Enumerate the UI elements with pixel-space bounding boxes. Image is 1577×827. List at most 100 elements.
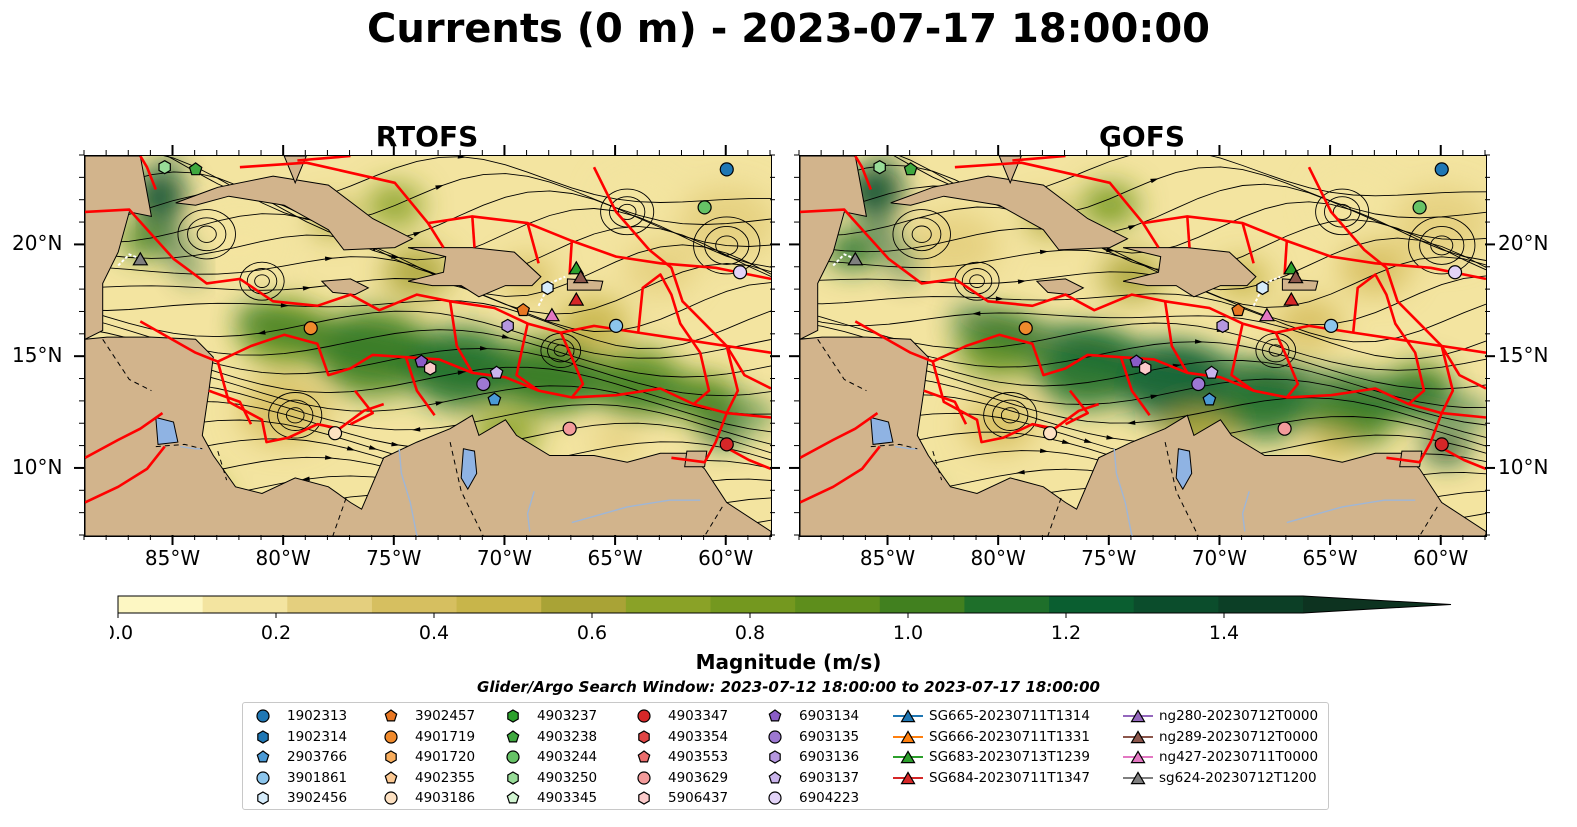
colorbar-tick-label: 0.0 bbox=[110, 622, 133, 644]
legend-label: 4903238 bbox=[537, 728, 598, 745]
argo-float-3902456 bbox=[541, 280, 554, 296]
argo-float-6903134 bbox=[1129, 354, 1144, 368]
figure-title: Currents (0 m) - 2023-07-17 18:00:00 bbox=[367, 6, 1210, 52]
legend-label: ng289-20230712T0000 bbox=[1159, 728, 1319, 745]
argo-float-4903238 bbox=[188, 162, 203, 176]
colorbar-segment bbox=[1049, 596, 1135, 613]
legend-label: 4903244 bbox=[537, 749, 598, 765]
lon-tick-label: 60°W bbox=[698, 546, 754, 570]
glider-ng289 bbox=[572, 269, 589, 284]
colorbar: 0.0 0.2 0.4 0.6 0.8 1.0 1.2 1.4 bbox=[110, 595, 1452, 644]
lon-tick-label: 70°W bbox=[476, 546, 533, 570]
legend-marker-hexagon bbox=[769, 750, 781, 764]
legend-marker-triangle bbox=[900, 729, 916, 743]
colorbar-tick-label: 0.6 bbox=[577, 622, 607, 644]
lon-tick-label: 85°W bbox=[859, 546, 916, 570]
legend-marker-pentagon bbox=[384, 709, 398, 722]
lakes bbox=[155, 416, 478, 491]
lon-tick-label: 80°W bbox=[970, 546, 1026, 570]
glider-SG683 bbox=[568, 260, 585, 275]
legend-label: 4901719 bbox=[415, 728, 476, 745]
legend-marker-pentagon bbox=[384, 770, 398, 783]
legend-label: sg624-20230712T1200 bbox=[1159, 769, 1317, 786]
legend-marker-triangle bbox=[1130, 750, 1146, 764]
legend-label: 1902313 bbox=[287, 708, 348, 724]
argo-float-6903136 bbox=[1216, 318, 1229, 334]
legend-marker-triangle bbox=[1130, 729, 1146, 743]
lon-tick-label: 80°W bbox=[255, 546, 311, 570]
legend-marker-pentagon bbox=[256, 750, 270, 763]
argo-float-6903136 bbox=[501, 318, 514, 334]
colorbar-label: Magnitude (m/s) bbox=[695, 650, 882, 674]
glider-SG684 bbox=[568, 291, 585, 306]
colorbar-segment bbox=[964, 596, 1050, 613]
argo-float-4903250 bbox=[158, 160, 171, 175]
legend-label: 4903186 bbox=[415, 790, 476, 806]
argo-float-4901719 bbox=[303, 321, 318, 336]
colorbar-segment bbox=[541, 596, 627, 613]
argo-float-3902457 bbox=[516, 302, 531, 317]
argo-floats bbox=[158, 160, 748, 452]
lat-tick-label-left: 15°N bbox=[12, 343, 63, 368]
legend-marker-pentagon bbox=[637, 750, 651, 763]
lakes bbox=[870, 416, 1193, 491]
legend-label: 3902457 bbox=[415, 708, 476, 724]
argo-float-4903244 bbox=[1412, 200, 1427, 215]
panel-title-gofs: GOFS bbox=[1098, 120, 1186, 153]
glider-SG684 bbox=[1283, 291, 1300, 306]
colorbar-segment bbox=[456, 596, 542, 613]
lon-tick-label: 70°W bbox=[1191, 546, 1248, 570]
argo-float-4903629 bbox=[1277, 421, 1292, 436]
glider-ng289 bbox=[1287, 269, 1304, 284]
map-panel-gofs bbox=[799, 155, 1487, 537]
argo-float-4903186 bbox=[1042, 426, 1058, 441]
legend-marker-circle bbox=[384, 729, 398, 744]
legend-label: 6903135 bbox=[799, 728, 860, 745]
colorbar-tick-label: 0.4 bbox=[419, 622, 449, 644]
legend-label: 6903137 bbox=[799, 769, 860, 786]
colorbar-segment bbox=[287, 596, 373, 613]
legend-label: 6904223 bbox=[799, 790, 860, 806]
argo-floats bbox=[873, 160, 1463, 452]
glider-sg624 bbox=[132, 251, 149, 266]
legend-label: 3901861 bbox=[287, 769, 348, 786]
argo-float-4903186 bbox=[327, 426, 343, 441]
glider-sg624 bbox=[847, 251, 864, 266]
land-masses bbox=[85, 156, 771, 536]
glider-SG683 bbox=[1283, 260, 1300, 275]
legend-label: 3902456 bbox=[287, 790, 348, 806]
argo-float-2903766 bbox=[487, 392, 502, 406]
colorbar-segment bbox=[795, 596, 881, 613]
legend: 1902313 1902314 2903766 3901861 3902456 39024… bbox=[242, 702, 1329, 810]
glider-ng427 bbox=[543, 307, 560, 322]
argo-float-6904223 bbox=[1447, 265, 1463, 280]
colorbar-segment bbox=[625, 596, 712, 613]
legend-marker-triangle bbox=[1130, 770, 1146, 784]
legend-marker-pentagon bbox=[768, 709, 782, 722]
legend-marker-hexagon bbox=[507, 770, 519, 785]
colorbar-segment bbox=[1218, 596, 1304, 613]
colorbar-tick-label: 1.4 bbox=[1209, 622, 1239, 644]
colorbar-segment bbox=[202, 596, 288, 613]
legend-marker-pentagon bbox=[506, 729, 520, 742]
lat-tick-label-right: 15°N bbox=[1498, 343, 1549, 368]
legend-marker-circle bbox=[637, 709, 651, 723]
search-window-text: Glider/Argo Search Window: 2023-07-12 18… bbox=[477, 678, 1100, 696]
glider-tracks bbox=[117, 253, 566, 307]
lat-tick-label-left: 10°N bbox=[12, 454, 63, 479]
legend-marker-circle bbox=[768, 729, 782, 744]
argo-float-3901861 bbox=[608, 318, 624, 333]
colorbar-tick-label: 0.8 bbox=[735, 622, 765, 644]
country-borders bbox=[102, 339, 723, 536]
legend-marker-hexagon bbox=[257, 729, 269, 744]
lon-tick-label: 75°W bbox=[1081, 546, 1137, 570]
argo-float-2903766 bbox=[1202, 392, 1217, 406]
lat-tick-label-right: 20°N bbox=[1498, 231, 1549, 256]
legend-marker-circle bbox=[768, 791, 782, 805]
eez-boundaries bbox=[85, 156, 771, 504]
argo-float-4903250 bbox=[873, 160, 886, 175]
lon-tick-label: 60°W bbox=[1413, 546, 1469, 570]
legend-marker-circle bbox=[256, 770, 270, 785]
country-borders bbox=[817, 339, 1438, 536]
colorbar-tick-label: 0.2 bbox=[261, 622, 291, 644]
